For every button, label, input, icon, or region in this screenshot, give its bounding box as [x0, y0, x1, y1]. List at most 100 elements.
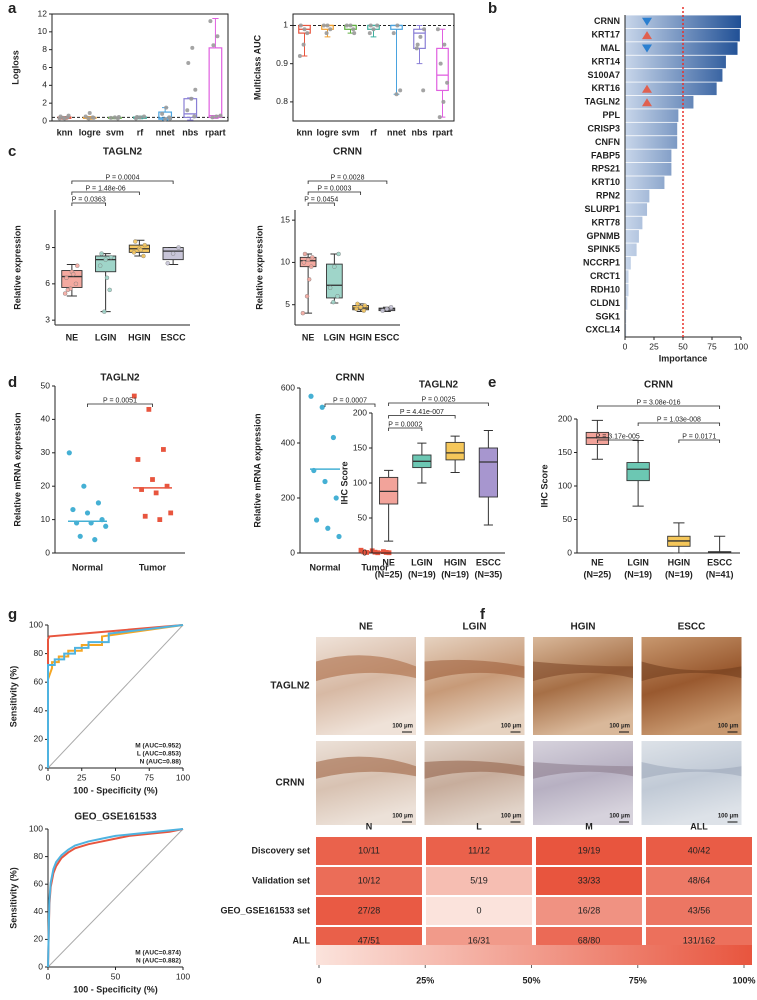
data-point — [64, 275, 69, 280]
p-value: P = 0.0025 — [422, 396, 456, 403]
row-header: Validation set — [252, 875, 310, 885]
significance-bracket — [637, 422, 721, 426]
data-point — [190, 45, 195, 50]
column-header: N — [366, 821, 373, 831]
x-tick-sublabel: (N=25) — [583, 569, 611, 579]
x-tick-label: 25 — [77, 772, 87, 782]
cell-label: 47/51 — [358, 935, 381, 945]
bar — [625, 42, 738, 55]
y-tick-label: 80 — [34, 851, 44, 861]
y-axis-label: Sensitivity (%) — [8, 867, 18, 929]
colorbar — [316, 945, 752, 965]
bar — [625, 283, 629, 297]
colorbar-tick-label: 25% — [416, 975, 434, 985]
legend-entry: M (AUC=0.874) — [135, 950, 181, 957]
roc-curve — [47, 624, 184, 768]
x-tick-label: LGIN — [411, 557, 433, 567]
significance-bracket — [87, 403, 153, 407]
y-tick-label: KRT10 — [591, 177, 620, 187]
data-point — [354, 306, 359, 312]
data-point — [95, 500, 102, 506]
whisker-low — [632, 480, 644, 507]
x-tick-label: 75 — [707, 341, 717, 351]
y-tick-label: KRT16 — [591, 83, 620, 93]
y-axis-label: Multiclass AUC — [252, 34, 262, 100]
heatmap-cell — [426, 837, 532, 865]
data-point — [361, 308, 366, 313]
data-point — [435, 27, 440, 32]
x-tick-label: rpart — [432, 127, 453, 137]
data-point — [186, 61, 191, 66]
x-tick-label: Normal — [309, 562, 340, 572]
x-tick-sublabel: (N=25) — [375, 569, 403, 579]
p-value: P = 4.41e-007 — [400, 409, 444, 416]
data-point — [375, 23, 380, 28]
x-tick-label: logre — [79, 127, 101, 137]
whisker-high — [212, 17, 219, 48]
heatmap-cell — [646, 837, 752, 865]
x-tick-label: 100 — [734, 341, 748, 351]
data-point — [62, 116, 67, 121]
data-point — [348, 23, 353, 28]
panel-label: c — [8, 143, 16, 160]
data-point — [301, 260, 307, 265]
data-point — [58, 114, 63, 119]
cell-label: 10/11 — [358, 845, 380, 855]
data-point — [98, 263, 103, 268]
x-tick-label: rpart — [205, 127, 226, 137]
heatmap-cell — [646, 867, 752, 895]
trend-marker — [642, 98, 652, 107]
data-point — [321, 23, 326, 28]
y-tick-label: SPINK5 — [587, 244, 620, 254]
data-point — [73, 281, 79, 287]
data-point — [165, 261, 170, 266]
data-point — [146, 406, 152, 412]
significance-bracket — [596, 405, 721, 409]
x-tick-label: 0 — [46, 971, 51, 981]
y-tick-label: SGK1 — [595, 311, 620, 321]
y-tick-label: KRT17 — [591, 30, 620, 40]
column-header: HGIN — [571, 622, 596, 633]
tissue-layer — [641, 762, 742, 779]
data-point — [135, 457, 141, 462]
y-tick-label: CLDN1 — [590, 298, 620, 308]
data-point — [99, 251, 104, 256]
panel-label: g — [8, 606, 17, 623]
y-tick-label: 20 — [34, 934, 44, 944]
cell-label: 0 — [476, 905, 481, 915]
y-tick-label: GPNMB — [587, 231, 621, 241]
x-tick-sublabel: (N=41) — [706, 569, 734, 579]
cell-label: 19/19 — [578, 845, 601, 855]
chart-title: TAGLN2 — [100, 373, 140, 384]
bar — [625, 95, 694, 109]
tissue-layer — [533, 661, 633, 682]
y-axis-label: Relative mRNA expression — [252, 413, 262, 527]
y-tick-label: CRNN — [594, 16, 620, 26]
data-point — [319, 404, 325, 410]
legend-entry: N (AUC=0.882) — [136, 958, 181, 965]
plot-frame — [51, 13, 229, 122]
p-value: P = 0.0051 — [103, 397, 137, 404]
data-point — [131, 393, 137, 399]
heatmap-cell — [316, 837, 422, 865]
heatmap-cell — [426, 897, 532, 925]
x-tick-label: svm — [106, 127, 124, 137]
whisker-high — [632, 439, 644, 463]
y-tick-label: CRISP3 — [587, 123, 620, 133]
box — [478, 447, 498, 498]
y-tick-label: KRT78 — [591, 217, 620, 227]
x-tick-sublabel: (N=35) — [474, 569, 502, 579]
data-point — [445, 80, 450, 85]
data-point — [103, 523, 109, 529]
y-tick-label: 0 — [362, 547, 367, 557]
data-point — [185, 108, 190, 113]
p-value: P = 0.0454 — [304, 196, 338, 203]
data-point — [215, 34, 220, 39]
data-point — [142, 242, 147, 248]
y-tick-label: 30 — [41, 447, 51, 457]
y-tick-label: 50 — [41, 380, 51, 390]
x-tick-label: HGIN — [349, 332, 372, 342]
y-tick-label: 40 — [34, 705, 44, 715]
x-axis-label: 100 - Specificity (%) — [73, 984, 158, 994]
whisker-high — [384, 469, 394, 478]
